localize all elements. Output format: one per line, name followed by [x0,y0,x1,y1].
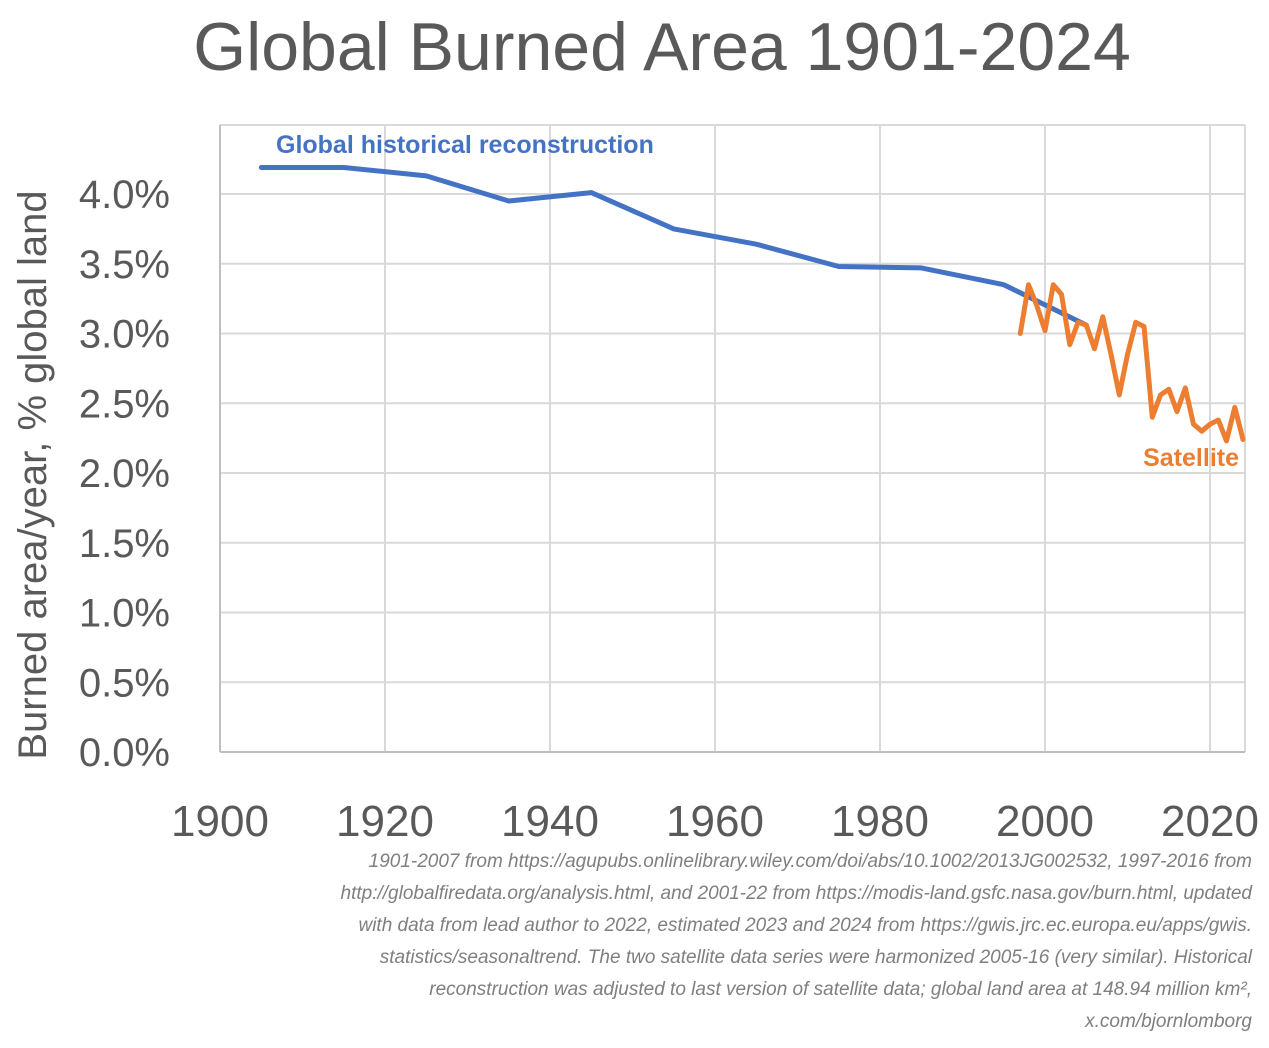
y-tick-label: 3.5% [79,243,170,287]
chart-title: Global Burned Area 1901-2024 [193,9,1131,85]
y-tick-labels: 0.0% 0.5% 1.0% 1.5% 2.0% 2.5% 3.0% 3.5% 4.0% [79,173,170,775]
x-tick-label: 1980 [831,797,929,846]
x-tick-label: 1960 [666,797,764,846]
satellite-series-label: Satellite [1143,444,1239,472]
gridlines [220,124,1246,752]
source-line: with data from lead author to 2022, esti… [358,915,1252,936]
source-line: reconstruction was adjusted to last vers… [429,979,1252,1000]
series-labels: Global historical reconstruction Satellit… [276,131,1239,472]
source-line: 1901-2007 from https://agupubs.onlinelib… [369,851,1252,872]
y-tick-label: 3.0% [79,313,170,357]
y-tick-label: 2.5% [79,382,170,426]
y-tick-label: 1.5% [79,522,170,566]
x-tick-label: 1940 [501,797,599,846]
axes [219,125,1245,753]
x-tick-label: 2000 [996,797,1094,846]
y-tick-label: 4.0% [79,173,170,217]
satellite-series-line [1017,282,1246,444]
y-tick-label: 0.0% [79,731,170,775]
source-note: 1901-2007 from https://agupubs.onlinelib… [341,851,1254,1032]
source-line: statistics/seasonaltrend. The two satell… [380,947,1253,968]
source-line: http://globalfiredata.org/analysis.html,… [341,883,1254,904]
source-line: x.com/bjornlomborg [1084,1011,1252,1032]
x-tick-label: 2020 [1161,797,1259,846]
y-tick-label: 2.0% [79,452,170,496]
historical-series-label: Global historical reconstruction [276,131,654,159]
x-tick-label: 1900 [171,797,269,846]
y-axis-label: Burned area/year, % global land [11,190,55,759]
y-tick-label: 1.0% [79,592,170,636]
y-tick-label: 0.5% [79,661,170,705]
x-tick-label: 1920 [336,797,434,846]
historical-series-line [258,165,1089,328]
series-lines [258,165,1246,444]
x-tick-labels: 1900 1920 1940 1960 1980 2000 2020 [171,797,1259,846]
